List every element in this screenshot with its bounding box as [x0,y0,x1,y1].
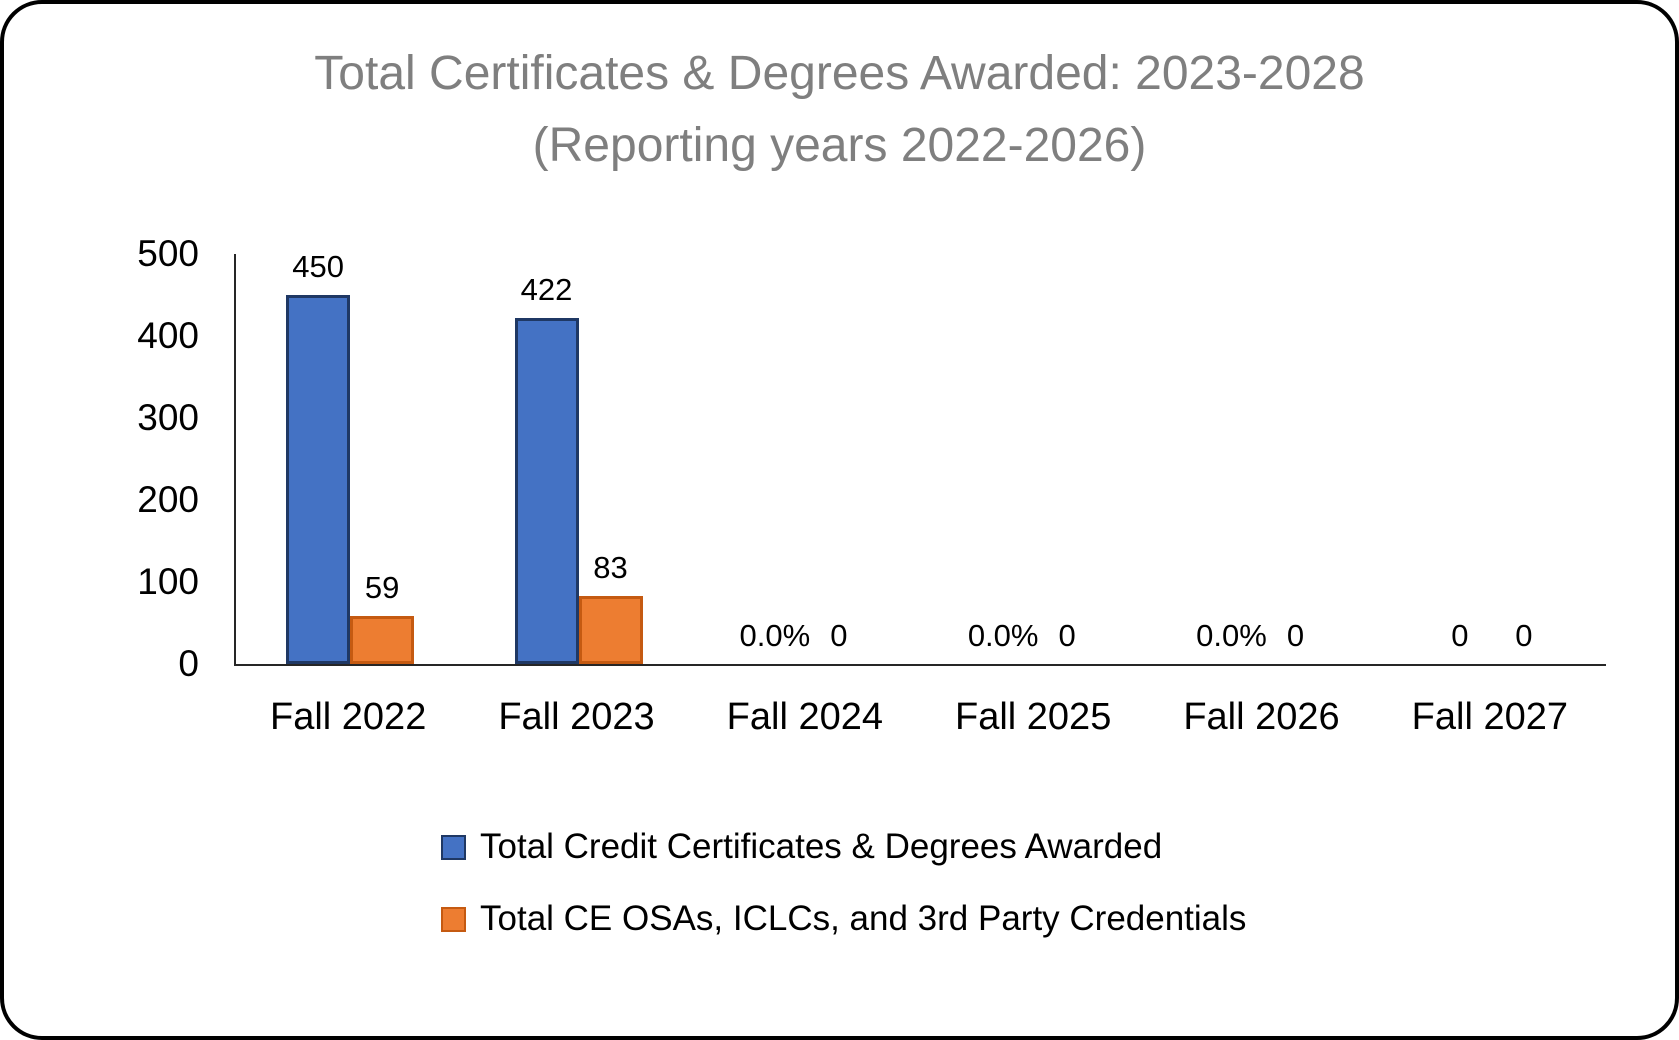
bar-value-label: 0.0% [1196,618,1267,653]
x-axis-label-fall-2027: Fall 2027 [1411,696,1568,738]
bar-series2-fall-2023 [578,595,643,664]
y-axis-tick-label: 100 [137,561,199,602]
y-axis-tick-label: 0 [178,643,199,684]
y-axis-tick-label: 500 [137,233,199,274]
x-axis: Fall 2022 Fall 2023 Fall 2024 Fall 2025 Fall… [234,694,1604,744]
bar-value-label: 450 [292,249,345,284]
bar-value-label: 83 [593,549,628,585]
bar-value-label: 0.0% [967,618,1039,653]
bar-value-label: 0 [1451,618,1469,653]
x-axis-label-fall-2025: Fall 2025 [955,696,1112,738]
x-axis-label-fall-2026: Fall 2026 [1183,696,1340,738]
x-axis-label-fall-2023: Fall 2023 [498,696,655,738]
bar-value-label: 0.0% [739,618,811,653]
bar-series1-fall-2023 [514,317,579,664]
bar-value-label: 0 [1058,618,1076,653]
bar-series2-fall-2022 [350,615,415,664]
bar-series1-fall-2022 [286,295,351,664]
plot-area: 450 59 422 83 0.0% 0 0.0% 0 0.0% 0 0 0 [234,249,1606,666]
legend-swatch-orange-icon [441,906,466,932]
y-axis-tick-label: 400 [137,315,199,356]
x-axis-label-fall-2022: Fall 2022 [270,696,427,738]
bar-value-label: 0 [1515,618,1533,653]
bar-value-label: 422 [520,271,573,307]
bar-value-label: 59 [364,569,400,605]
bar-value-label: 0 [830,618,848,653]
x-axis-label-fall-2024: Fall 2024 [726,696,883,738]
legend-item-credit-certificates: Total Credit Certificates & Degrees Awar… [441,826,1246,868]
y-axis-tick-label: 200 [137,479,199,520]
legend-label-credit-certificates: Total Credit Certificates & Degrees Awar… [480,827,1163,866]
bar-value-label: 0 [1286,618,1305,653]
legend-label-ce-credentials: Total CE OSAs, ICLCs, and 3rd Party Cred… [480,899,1247,938]
chart-title: Total Certificates & Degrees Awarded: 20… [4,38,1675,182]
legend: Total Credit Certificates & Degrees Awar… [441,826,1246,940]
y-axis: 0 100 200 300 400 500 [59,233,199,684]
chart-title-line-1: Total Certificates & Degrees Awarded: 20… [314,47,1365,100]
chart-title-line-2: (Reporting years 2022-2026) [532,119,1147,172]
y-axis-tick-label: 300 [137,397,199,438]
legend-swatch-blue-icon [441,834,466,860]
legend-item-ce-credentials: Total CE OSAs, ICLCs, and 3rd Party Cred… [441,898,1246,940]
